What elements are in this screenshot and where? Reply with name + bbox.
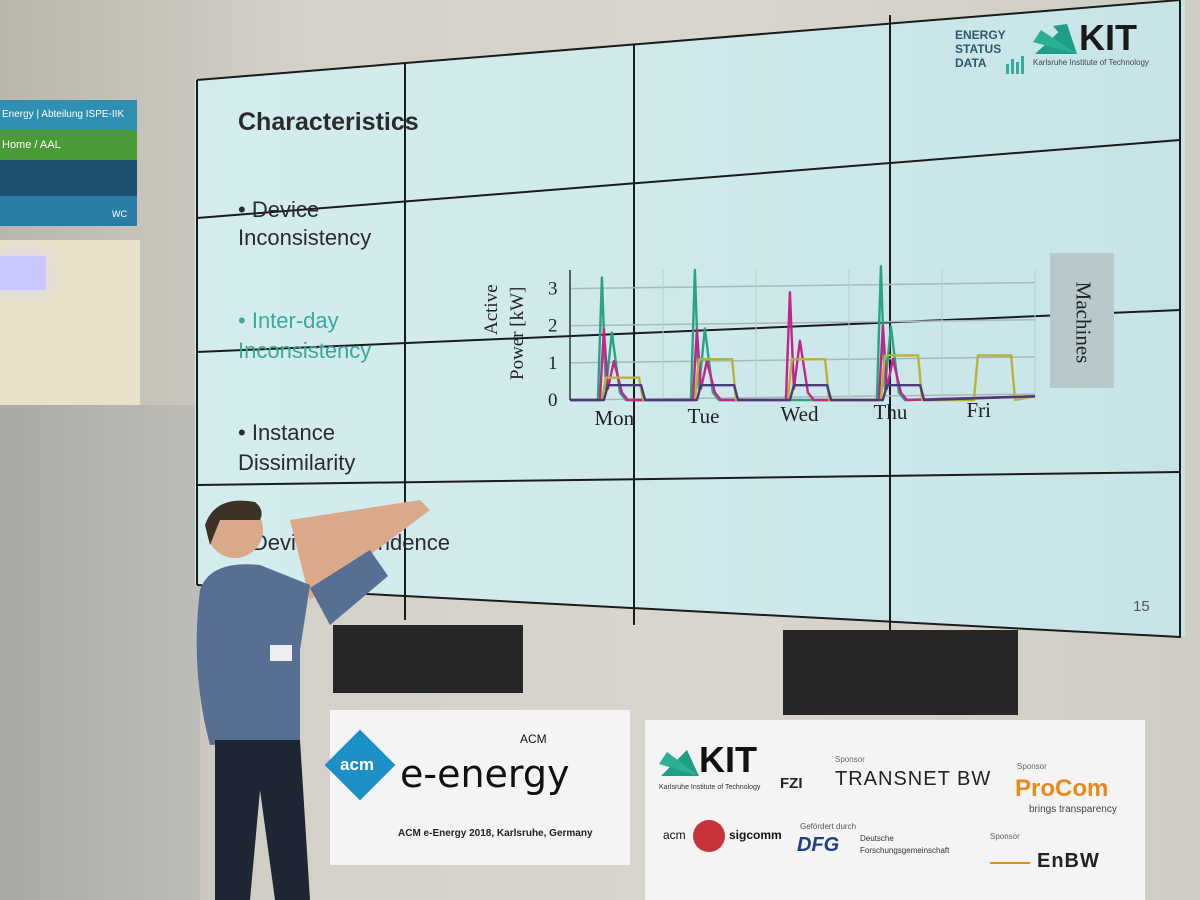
y-tick-label: 0 xyxy=(548,390,558,411)
sponsors-banner: KIT Karlsruhe Institute of Technology FZ… xyxy=(645,720,1145,900)
procom-logo-text: ProCom xyxy=(1015,775,1109,802)
bullet-text: Inter-day Inconsistency xyxy=(238,308,372,363)
slide-title: Characteristics xyxy=(238,108,419,136)
wall-panel xyxy=(0,405,200,900)
chart-series xyxy=(570,265,1036,402)
presenter-trousers xyxy=(215,740,310,900)
bullet-item: • Instance Dissimilarity xyxy=(238,418,408,478)
presenter-arm xyxy=(290,500,430,600)
presenter-figure xyxy=(196,500,430,900)
power-chart: 0 1 2 3 Active Power [kW] Mon Tue Wed Thu Fri xyxy=(481,265,1036,430)
kit-logo-subtitle: Karlsruhe Institute of Technology xyxy=(1033,58,1149,67)
sponsor-label: Sponsor xyxy=(990,832,1020,841)
tile-seam xyxy=(196,139,1181,219)
sponsor-label: Sponsor xyxy=(1017,762,1047,771)
presenter-hair xyxy=(205,500,262,545)
sign-line: Energy | Abteilung ISPE-IIK xyxy=(0,100,137,130)
enbw-line xyxy=(990,862,1030,864)
equipment-shelf xyxy=(333,625,523,693)
transnet-logo-text: TRANSNET BW xyxy=(835,768,992,790)
y-tick-label: 3 xyxy=(548,279,558,300)
acm-sigcomm-acm: acm xyxy=(663,828,686,842)
acm-sigcomm-text: sigcomm xyxy=(729,828,782,842)
funded-by-label: Gefördert durch xyxy=(800,822,857,831)
kit-fan-icon xyxy=(659,750,699,776)
direction-sign: Energy | Abteilung ISPE-IIK Home / AAL W… xyxy=(0,100,137,230)
tile-seam xyxy=(196,309,1181,353)
kit-fan-icon xyxy=(1033,24,1077,54)
esd-logo-line: ENERGY xyxy=(955,28,1006,42)
x-tick-label: Fri xyxy=(967,398,992,422)
bar-graph-icon xyxy=(1006,56,1024,74)
presenter-badge xyxy=(270,645,292,661)
ceiling-light xyxy=(0,256,46,290)
gridline xyxy=(569,281,1036,290)
event-logo-text: e-energy xyxy=(400,752,570,796)
y-tick-label: 2 xyxy=(548,316,558,337)
slide-page-number: 15 xyxy=(1133,598,1150,615)
y-axis-label: Active Power [kW] xyxy=(481,284,528,380)
acm-logo-text: acm xyxy=(340,755,375,774)
chart-axes: 0 1 2 3 Active Power [kW] Mon Tue Wed Thu Fri xyxy=(481,270,991,430)
enbw-logo-text: EnBW xyxy=(1037,850,1100,872)
kit-logo-text: KIT xyxy=(1079,17,1137,58)
tile-seam xyxy=(196,471,1181,486)
x-tick-label: Tue xyxy=(688,404,720,428)
sponsor-label: Sponsor xyxy=(835,755,865,764)
presenter-shirt xyxy=(196,564,310,745)
x-tick-label: Mon xyxy=(595,406,635,430)
energy-status-data-logo: ENERGY STATUS DATA xyxy=(955,28,1025,84)
procom-tagline: brings transparency xyxy=(1029,804,1117,815)
equipment-shelf xyxy=(783,630,1018,715)
sign-line: Home / AAL xyxy=(0,130,137,160)
sigcomm-icon xyxy=(693,820,725,852)
esd-logo-line: DATA xyxy=(955,56,987,70)
bullet-dot: • xyxy=(238,420,252,445)
bullet-dot: • xyxy=(238,197,252,222)
kit-logo: KIT Karlsruhe Institute of Technology xyxy=(1033,18,1158,74)
series-line xyxy=(570,383,1036,402)
gridline xyxy=(569,318,1036,327)
esd-logo-line: STATUS xyxy=(955,42,1002,56)
sign-line xyxy=(0,160,137,196)
kit-logo-text: KIT xyxy=(699,739,757,780)
dfg-name-line: Deutsche xyxy=(860,834,894,843)
presenter-sleeve xyxy=(310,550,388,625)
kit-logo-subtitle: Karlsruhe Institute of Technology xyxy=(659,784,761,791)
bullet-dot: • xyxy=(238,308,252,333)
dfg-logo-text: DFG xyxy=(797,834,840,856)
y-tick-label: 1 xyxy=(548,353,558,374)
bullet-text: Instance Dissimilarity xyxy=(238,420,356,475)
event-caption: ACM e-Energy 2018, Karlsruhe, Germany xyxy=(398,828,593,839)
x-tick-label: Thu xyxy=(874,400,908,424)
x-tick-label: Wed xyxy=(781,402,819,426)
fzi-logo-text: FZI xyxy=(780,775,803,792)
bullet-text: Device Inconsistency xyxy=(238,197,372,250)
bullet-item-active: • Inter-day Inconsistency xyxy=(238,306,408,366)
e-energy-banner: acm ACM e-energy ACM e-Energy 2018, Karl… xyxy=(324,710,630,865)
sign-line: WC xyxy=(0,196,137,226)
bullet-item: • Device Inconsistency xyxy=(238,196,408,252)
event-acm-text: ACM xyxy=(520,732,547,746)
machines-label-box xyxy=(1050,253,1114,388)
tile-seam xyxy=(196,0,1181,81)
dfg-name-line: Forschungsgemeinschaft xyxy=(860,846,950,855)
machines-label: Machines xyxy=(1071,281,1096,364)
